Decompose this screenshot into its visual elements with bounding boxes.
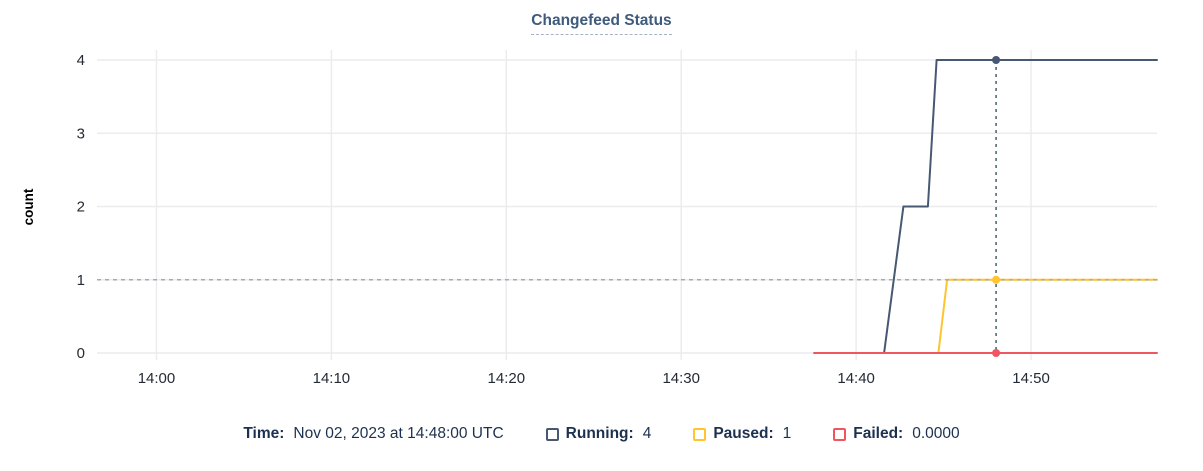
y-tick-label: 1 bbox=[77, 272, 85, 289]
chart-tooltip-legend: Time: Nov 02, 2023 at 14:48:00 UTC Runni… bbox=[0, 419, 1203, 449]
x-tick-label: 14:50 bbox=[1012, 370, 1050, 387]
paused-label: Paused: bbox=[713, 425, 774, 442]
legend-item-running: Running: 4 bbox=[545, 425, 652, 443]
legend-item-failed: Failed: 0.0000 bbox=[833, 425, 960, 443]
y-tick-label: 0 bbox=[77, 345, 85, 362]
y-tick-label: 4 bbox=[77, 52, 85, 69]
time-label: Time: bbox=[243, 425, 285, 442]
failed-value: 0.0000 bbox=[912, 425, 960, 442]
x-tick-label: 14:10 bbox=[313, 370, 351, 387]
legend-item-paused: Paused: 1 bbox=[693, 425, 791, 443]
running-value: 4 bbox=[642, 425, 652, 442]
x-tick-label: 14:00 bbox=[138, 370, 176, 387]
hover-dot-paused bbox=[992, 275, 1001, 284]
hover-dot-running bbox=[992, 56, 1001, 64]
running-label: Running: bbox=[565, 425, 634, 442]
failed-swatch-icon bbox=[833, 427, 847, 441]
hover-dot-failed bbox=[992, 349, 1001, 357]
running-swatch-icon bbox=[545, 427, 559, 441]
x-tick-label: 14:20 bbox=[488, 370, 526, 387]
changefeed-chart[interactable]: 0 1 2 3 4 14:00 14:10 14:20 14:30 14:40 14:50 count bbox=[0, 0, 1203, 405]
paused-swatch-icon bbox=[693, 427, 707, 441]
x-tick-label: 14:40 bbox=[837, 370, 875, 387]
time-value: Nov 02, 2023 at 14:48:00 UTC bbox=[293, 425, 504, 442]
chart-title: Changefeed Status bbox=[531, 12, 672, 35]
tooltip-time: Time: Nov 02, 2023 at 14:48:00 UTC bbox=[243, 425, 503, 443]
series-paused bbox=[813, 278, 1158, 354]
paused-value: 1 bbox=[782, 425, 792, 442]
failed-label: Failed: bbox=[853, 425, 904, 442]
chart-header: Changefeed Status bbox=[0, 12, 1203, 35]
y-tick-label: 3 bbox=[77, 125, 85, 142]
x-tick-label: 14:30 bbox=[662, 370, 700, 387]
y-tick-label: 2 bbox=[77, 199, 85, 216]
y-axis-title: count bbox=[21, 188, 36, 225]
